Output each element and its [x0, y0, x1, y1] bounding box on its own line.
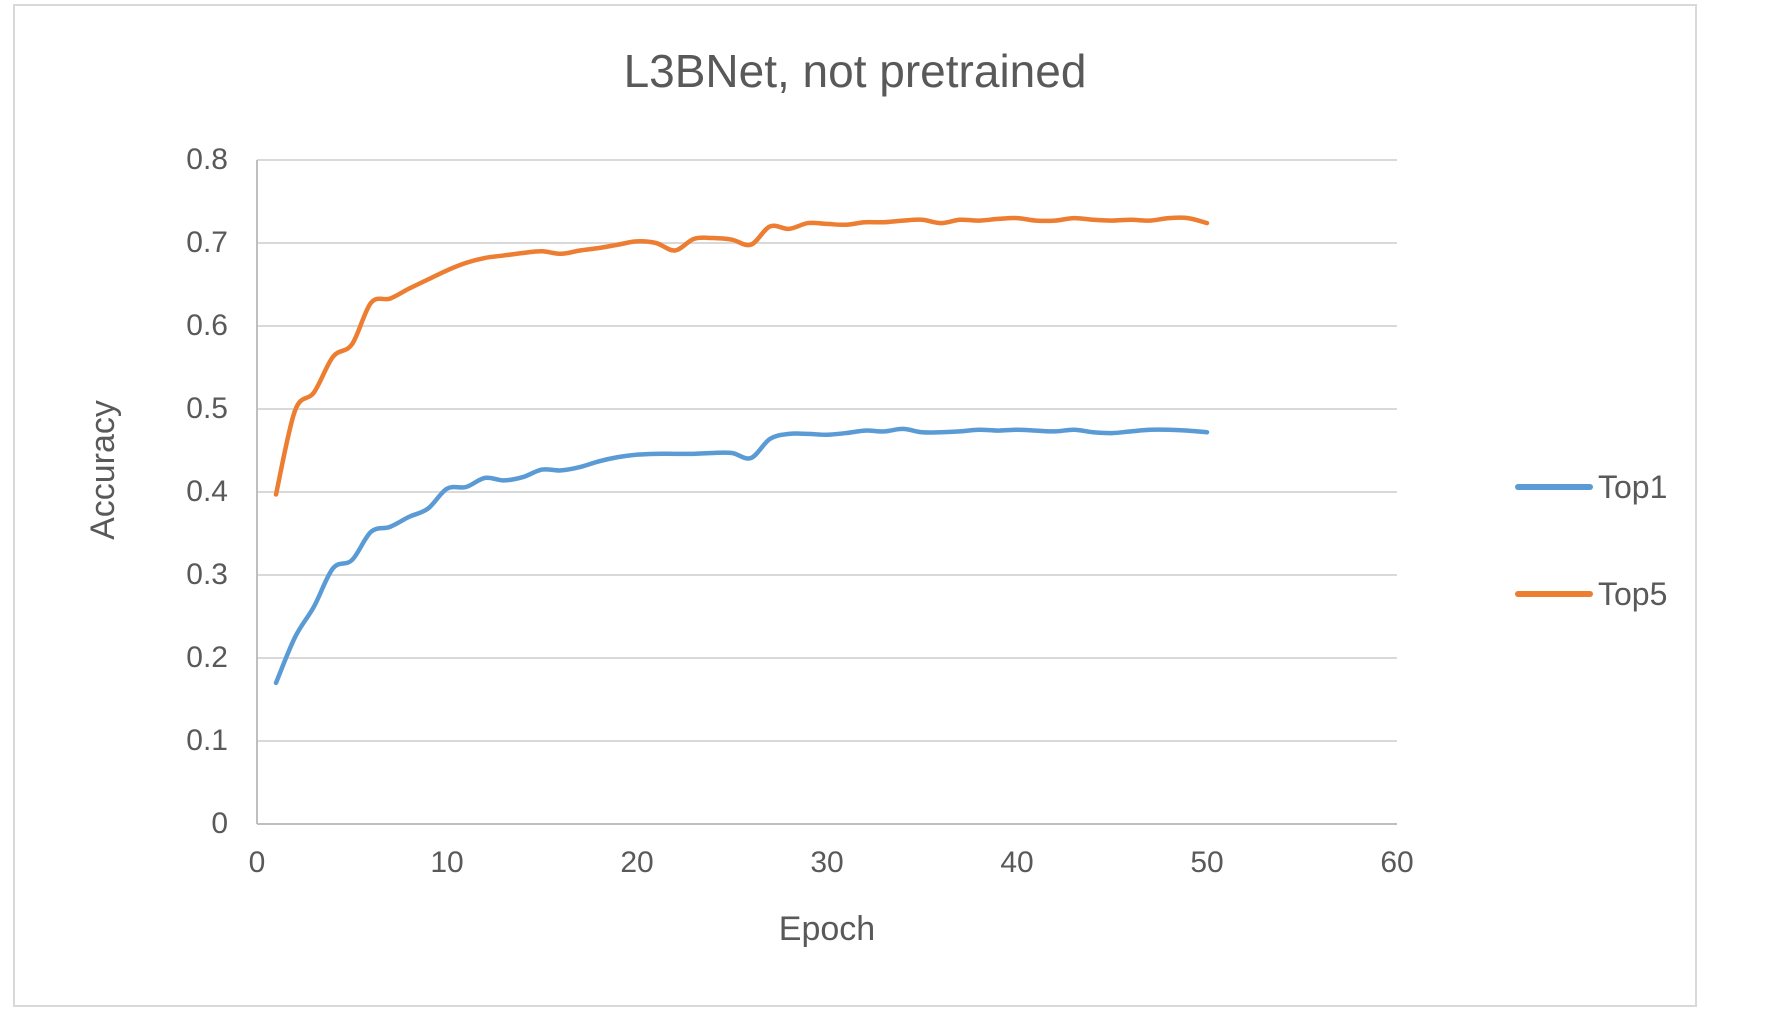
y-tick-label: 0.5 [186, 392, 228, 425]
x-tick-label: 50 [1190, 846, 1224, 879]
y-axis-title: Accuracy [84, 400, 122, 540]
y-tick-label: 0 [211, 807, 228, 840]
legend-line-swatch-top1 [1515, 484, 1593, 490]
legend-entry-top1: Top1 [1515, 467, 1667, 507]
y-tick-label: 0.3 [186, 558, 228, 591]
x-tick-label: 10 [430, 846, 464, 879]
y-tick-label: 0.1 [186, 724, 228, 757]
series-line-top1 [273, 426, 1210, 686]
y-tick-label: 0.7 [186, 226, 228, 259]
x-tick-label: 60 [1380, 846, 1414, 879]
x-tick-label: 30 [810, 846, 844, 879]
chart-title: L3BNet, not pretrained [623, 45, 1087, 97]
x-tick-label: 0 [248, 846, 266, 879]
y-tick-label: 0.4 [186, 475, 228, 508]
y-tick-label: 0.8 [186, 143, 228, 176]
x-tick-label: 40 [1000, 846, 1034, 879]
y-tick-label: 0.6 [186, 309, 228, 342]
y-tick-label: 0.2 [186, 641, 228, 674]
x-axis-title: Epoch [778, 910, 876, 948]
legend-label-top5: Top5 [1598, 576, 1668, 612]
legend-label-top1: Top1 [1598, 469, 1668, 505]
series-line-top5 [273, 215, 1210, 497]
legend-line-swatch-top5 [1515, 591, 1593, 597]
chart-frame [13, 4, 1697, 1007]
legend-entry-top5: Top5 [1515, 574, 1667, 614]
x-tick-label: 20 [620, 846, 654, 879]
